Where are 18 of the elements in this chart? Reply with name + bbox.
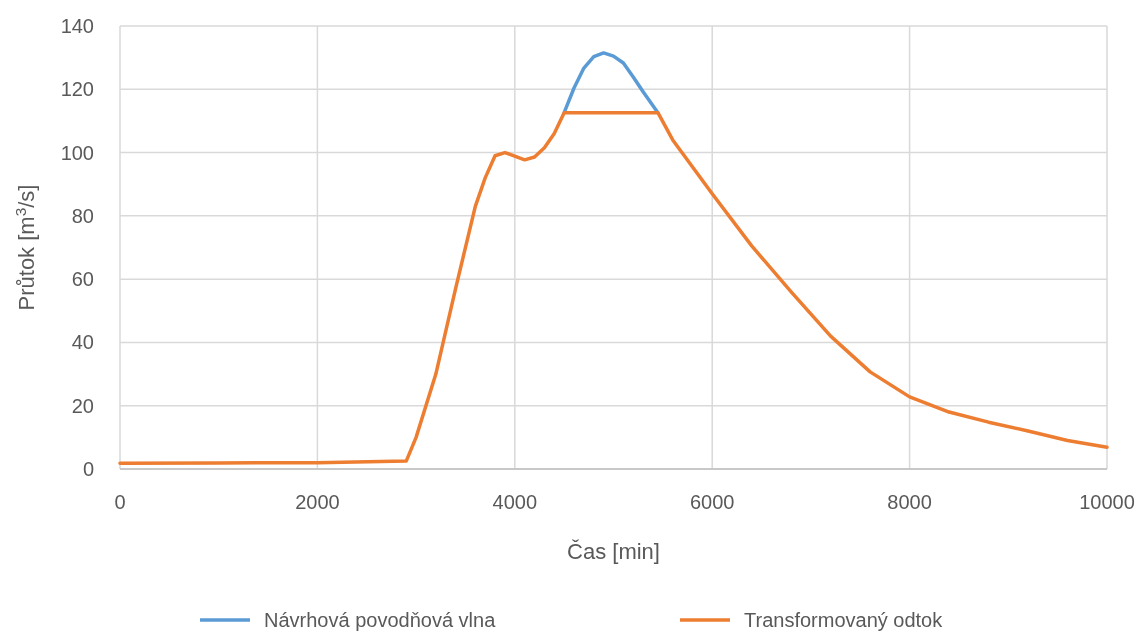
y-tick-label: 80 bbox=[71, 204, 94, 227]
y-tick-label: 60 bbox=[71, 268, 94, 291]
y-tick-label: 140 bbox=[60, 15, 94, 37]
y-tick-label: 40 bbox=[71, 331, 94, 354]
legend-label: Návrhová povodňová vlna bbox=[264, 609, 497, 631]
line-series bbox=[118, 110, 1109, 466]
x-tick-label: 10000 bbox=[1079, 491, 1135, 513]
x-tick-label: 2000 bbox=[295, 491, 340, 513]
x-tick-label: 4000 bbox=[492, 491, 538, 513]
y-tick-label: 100 bbox=[60, 141, 94, 164]
x-tick-label: 0 bbox=[114, 491, 126, 513]
y-tick-label: 20 bbox=[71, 394, 94, 417]
y-tick-label: 0 bbox=[82, 458, 94, 480]
y-tick-label: 120 bbox=[60, 78, 94, 101]
x-axis-title: Čas [min] bbox=[567, 539, 660, 564]
x-tick-label: 6000 bbox=[689, 491, 735, 513]
legend-label: Transformovaný odtok bbox=[744, 609, 944, 631]
x-tick-label: 8000 bbox=[887, 491, 932, 513]
